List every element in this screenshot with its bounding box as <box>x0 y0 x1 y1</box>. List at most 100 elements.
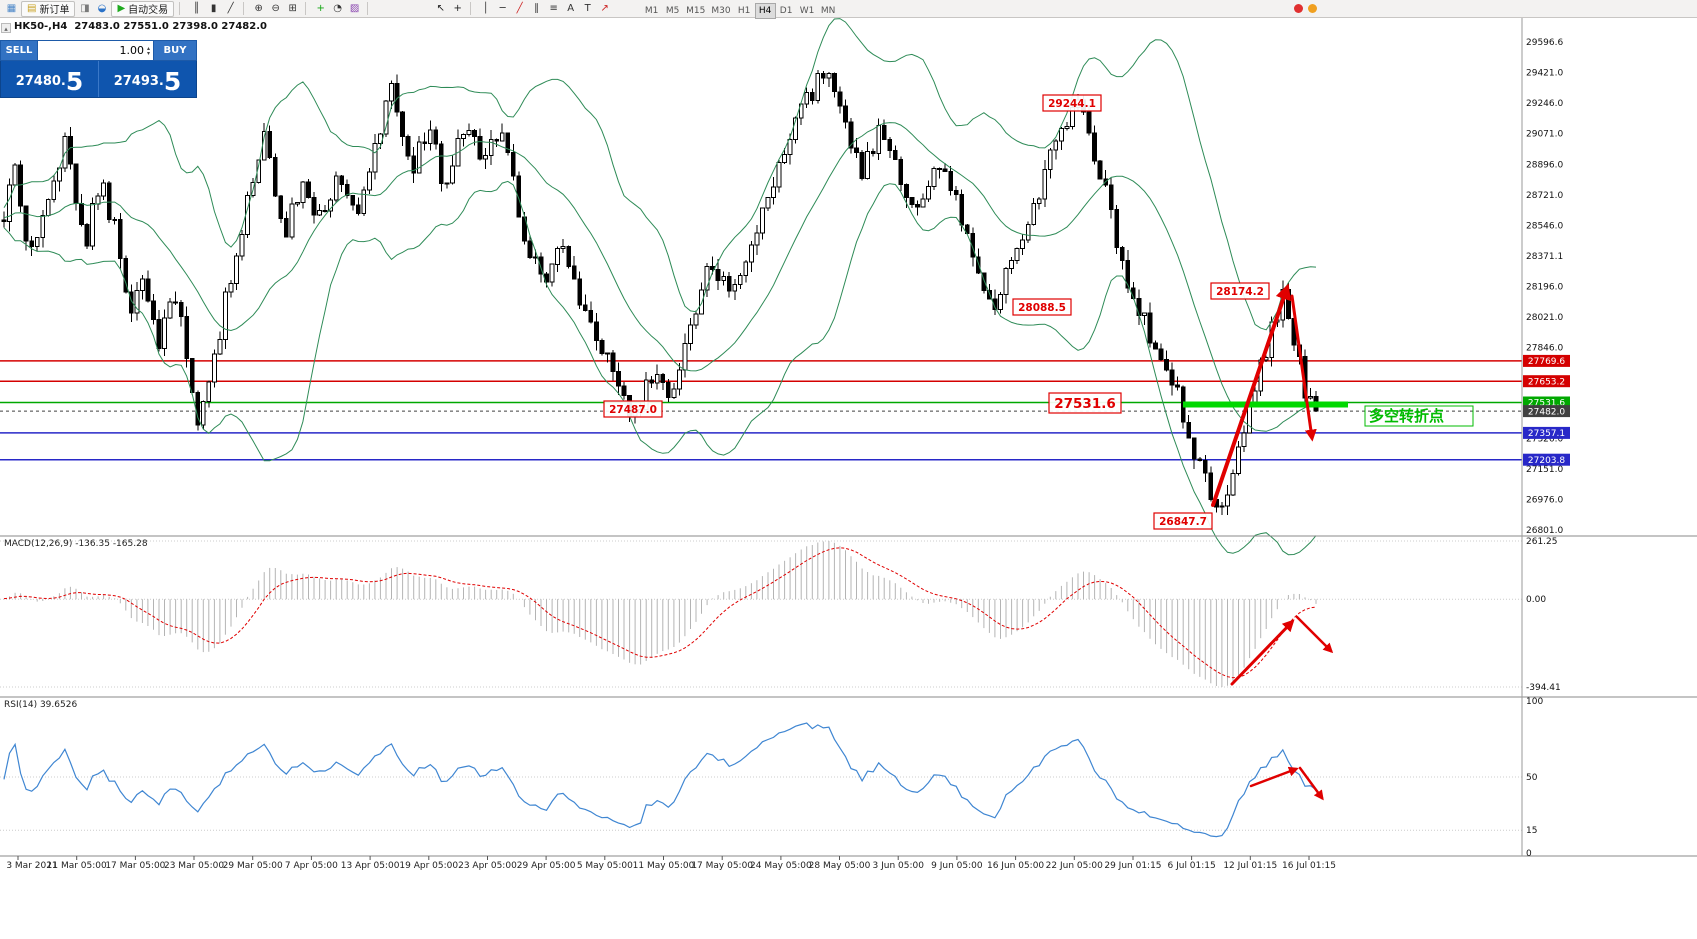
volume-stepper[interactable]: ▴ ▾ <box>146 44 150 57</box>
label-icon[interactable]: T <box>579 1 596 17</box>
timeframe-h4-button[interactable]: H4 <box>754 3 776 19</box>
cn-note[interactable]: 多空转折点 <box>1364 405 1474 427</box>
indicators-add-icon[interactable]: + <box>312 1 329 17</box>
zoom-in-icon[interactable]: ⊕ <box>250 1 267 17</box>
one-click-trading-panel: SELL 1.00 ▴ ▾ BUY 27480. 5 27493. 5 <box>0 40 197 98</box>
svg-text:50: 50 <box>1526 773 1538 783</box>
svg-text:24 May 05:00: 24 May 05:00 <box>750 861 812 871</box>
horizontal-price-lines[interactable] <box>0 360 1522 461</box>
trendline-icon[interactable]: ╱ <box>511 1 528 17</box>
candlestick-chart-icon[interactable]: ▮ <box>205 1 222 17</box>
svg-text:22 Jun 05:00: 22 Jun 05:00 <box>1046 861 1103 871</box>
trend-arrow[interactable] <box>1230 619 1295 686</box>
price-annotation[interactable]: 27487.0 <box>603 400 663 418</box>
trend-arrow[interactable] <box>1211 283 1291 507</box>
bar-chart-icon[interactable]: ║ <box>188 1 205 17</box>
price-annotation[interactable]: 28088.5 <box>1012 298 1072 316</box>
buy-button[interactable]: BUY <box>153 40 197 61</box>
svg-text:16 Jul 01:15: 16 Jul 01:15 <box>1282 861 1336 871</box>
charts-window-icon-glyph: ▦ <box>6 2 17 14</box>
timeframe-mn-button[interactable]: MN <box>818 3 839 19</box>
fibonacci-icon[interactable]: ≡ <box>545 1 562 17</box>
line-chart-icon[interactable]: ╱ <box>222 1 239 17</box>
trend-arrow[interactable] <box>1298 766 1324 801</box>
trend-arrow[interactable] <box>1295 615 1334 654</box>
svg-text:27769.6: 27769.6 <box>1528 357 1565 367</box>
svg-text:29421.0: 29421.0 <box>1526 69 1563 79</box>
trendline-icon-glyph: ╱ <box>516 2 523 14</box>
chart-canvas[interactable]: 29244.1 28174.2 28088.5 27531.6 27487.0 26847… <box>0 18 1697 921</box>
toolbar-separator <box>470 2 472 15</box>
timeframe-d1-button[interactable]: D1 <box>776 3 797 19</box>
timeframe-m30-button[interactable]: M30 <box>708 3 733 19</box>
toolbar-separator <box>179 2 181 15</box>
sell-button[interactable]: SELL <box>0 40 38 61</box>
periods-icon-glyph: ◔ <box>333 2 343 14</box>
svg-text:17 Mar 05:00: 17 Mar 05:00 <box>105 861 165 871</box>
timeframe-m15-button[interactable]: M15 <box>683 3 708 19</box>
equidistant-channel-icon[interactable]: ∥ <box>528 1 545 17</box>
sell-price[interactable]: 27480. 5 <box>1 61 99 97</box>
crosshair-icon[interactable]: + <box>449 1 466 17</box>
price-axis[interactable]: 29596.6 29421.0 29246.0 29071.0 28896.0 28721… <box>1521 18 1570 859</box>
volume-down-icon[interactable]: ▾ <box>146 49 150 57</box>
svg-text:27531.6: 27531.6 <box>1054 396 1116 412</box>
price-annotation[interactable]: 29244.1 <box>1042 94 1102 112</box>
toolbar-separator <box>305 2 307 15</box>
cursor-icon-glyph: ↖ <box>436 2 445 14</box>
svg-text:27846.0: 27846.0 <box>1526 344 1563 354</box>
new-order-button-label: 新订单 <box>39 5 70 16</box>
text-icon[interactable]: A <box>562 1 579 17</box>
chart-objects[interactable]: 29244.1 28174.2 28088.5 27531.6 27487.0 26847… <box>603 94 1474 801</box>
svg-text:7 Apr 05:00: 7 Apr 05:00 <box>285 861 338 871</box>
new-order-button[interactable]: ▤ 新订单 <box>21 0 76 17</box>
templates-icon[interactable]: ▨ <box>346 1 363 17</box>
zoom-out-icon[interactable]: ⊖ <box>267 1 284 17</box>
sell-price-main: 27480. <box>15 74 66 89</box>
vertical-line-icon[interactable]: │ <box>477 1 494 17</box>
autotrading-button[interactable]: ▶ 自动交易 <box>111 0 175 17</box>
price-annotation[interactable]: 27531.6 <box>1048 392 1122 414</box>
charts-window-icon[interactable]: ▦ <box>3 1 20 17</box>
navigator-icon-glyph: ◒ <box>97 2 107 14</box>
status-red-icon[interactable] <box>1293 4 1303 13</box>
svg-text:23 Apr 05:00: 23 Apr 05:00 <box>458 861 517 871</box>
horizontal-line-icon-glyph: ─ <box>499 2 506 14</box>
price-annotation[interactable]: 28174.2 <box>1210 282 1270 300</box>
autotrading-button-glyph: ▶ <box>117 2 126 14</box>
quick-trade-collapse-button[interactable]: ▴ <box>1 23 11 33</box>
svg-text:15: 15 <box>1526 826 1537 836</box>
volume-value[interactable]: 1.00 <box>119 44 144 57</box>
trend-arrow[interactable] <box>1290 294 1317 442</box>
indicators-add-icon-glyph: + <box>316 2 325 14</box>
svg-text:28371.1: 28371.1 <box>1526 252 1563 262</box>
timeframe-w1-button[interactable]: W1 <box>797 3 818 19</box>
volume-field[interactable]: 1.00 ▴ ▾ <box>38 40 153 61</box>
svg-text:100: 100 <box>1526 697 1543 707</box>
buy-price[interactable]: 27493. 5 <box>99 61 196 97</box>
status-orange-icon[interactable] <box>1307 4 1317 13</box>
svg-text:11 May 05:00: 11 May 05:00 <box>633 861 695 871</box>
timeframe-m1-button[interactable]: M1 <box>641 3 662 19</box>
market-watch-icon[interactable]: ◨ <box>76 1 93 17</box>
volume-up-icon[interactable]: ▴ <box>146 44 150 52</box>
svg-text:28021.0: 28021.0 <box>1526 313 1563 323</box>
price-annotation[interactable]: 26847.7 <box>1153 512 1213 530</box>
arrows-icon[interactable]: ↗ <box>596 1 613 17</box>
trend-arrow[interactable] <box>1249 766 1299 788</box>
cursor-icon[interactable]: ↖ <box>432 1 449 17</box>
symbol-timeframe-label: HK50-,H4 <box>14 21 68 32</box>
tile-windows-icon[interactable]: ⊞ <box>284 1 301 17</box>
navigator-icon[interactable]: ◒ <box>93 1 110 17</box>
rsi-line <box>3 722 1317 838</box>
timeframe-h1-button[interactable]: H1 <box>734 3 755 19</box>
toolbar-separator <box>243 2 245 15</box>
macd-indicator-label: MACD(12,26,9) -136.35 -165.28 <box>4 539 148 549</box>
horizontal-line-icon[interactable]: ─ <box>494 1 511 17</box>
svg-text:29 Jun 01:15: 29 Jun 01:15 <box>1104 861 1161 871</box>
zoom-out-icon-glyph: ⊖ <box>271 2 280 14</box>
periods-icon[interactable]: ◔ <box>329 1 346 17</box>
timeframe-m5-button[interactable]: M5 <box>662 3 683 19</box>
templates-icon-glyph: ▨ <box>349 2 360 14</box>
